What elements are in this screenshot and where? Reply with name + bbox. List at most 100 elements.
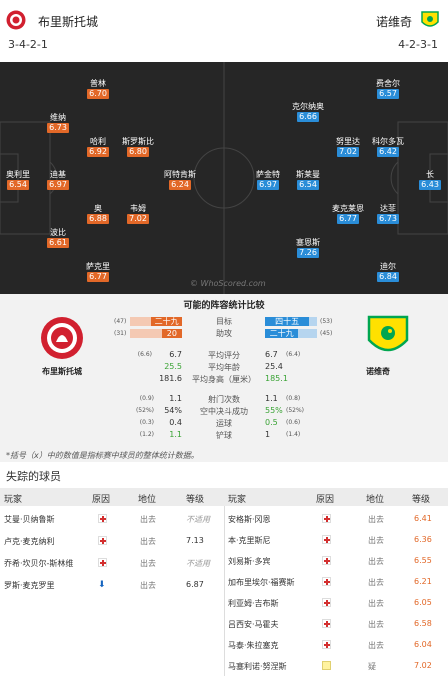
away-goals-bar: 四十五 <box>265 317 310 326</box>
away-player[interactable]: 费舍尔 6.57 <box>376 79 400 99</box>
home-team-name[interactable]: 布里斯托城 <box>38 15 99 29</box>
away-team-badge-icon <box>367 315 409 352</box>
status: 出去 <box>368 641 384 650</box>
player-name[interactable]: 加布里埃尔·福赛斯 <box>228 578 295 587</box>
stat-row: (0.9) 1.1 射门次数 1.1 (0.8) <box>139 394 301 404</box>
away-assists-bar: 二十九 <box>265 329 299 338</box>
player-name[interactable]: 卢克·麦克纳利 <box>4 537 55 546</box>
rating: 7.02 <box>414 661 432 670</box>
doubtful-icon <box>322 661 331 670</box>
injury-icon <box>322 619 331 628</box>
stat-row-goals: (47) 二十九 目标 四十五 (53) <box>114 317 333 326</box>
stat-row: (52%) 54% 空中决斗成功 55% (52%) <box>135 406 305 416</box>
player-name[interactable]: 罗斯·麦克罗里 <box>4 581 55 590</box>
away-team-name[interactable]: 诺维奇 <box>375 15 412 29</box>
away-player[interactable]: 达菲 6.73 <box>377 204 399 224</box>
pitch-lines <box>0 62 448 294</box>
lineup-pitch: 普林 6.70 维纳 6.73 哈利 6.92 斯罗斯比 6.80 奥利里 6.54 迪基… <box>0 62 448 294</box>
player-name[interactable]: 乔希·坎贝尔-斯林维 <box>4 559 74 568</box>
missing-player-row: 利亚姆·吉布斯 出去 6.05 <box>0 592 448 614</box>
injury-icon <box>98 536 107 545</box>
col-status[interactable]: 地位 <box>366 495 385 505</box>
missing-player-row: 安格斯·冈恩 出去 6.41 <box>0 508 448 530</box>
missing-player-row: 马泰·朱拉塞克 出去 6.04 <box>0 634 448 656</box>
stat-row-assists: (31) 20 助攻 二十九 (45) <box>114 329 333 338</box>
status: 出去 <box>140 537 156 546</box>
injury-icon <box>322 577 331 586</box>
away-player[interactable]: 努里达 7.02 <box>336 137 360 157</box>
player-name[interactable]: 吕西安·马霍夫 <box>228 620 279 629</box>
home-goals-bar: 二十九 <box>151 317 182 326</box>
status: 出去 <box>140 559 156 568</box>
rating: 不适用 <box>186 559 210 568</box>
away-team-label: 诺维奇 <box>366 367 390 376</box>
home-player[interactable]: 韦姆 7.02 <box>127 204 149 224</box>
stat-row: 181.6 平均身高（厘米） 185.1 <box>159 374 288 384</box>
player-name[interactable]: 马泰·朱拉塞克 <box>228 641 279 650</box>
arrow-down-icon: ⬇ <box>98 580 106 590</box>
status: 出去 <box>140 581 156 590</box>
col-player[interactable]: 玩家 <box>4 495 23 505</box>
rating: 6.55 <box>414 556 432 565</box>
away-player[interactable]: 长 6.43 <box>419 170 441 190</box>
home-player[interactable]: 奥利里 6.54 <box>6 170 30 190</box>
missing-player-row: 马塞利诺·努涅斯 疑 7.02 <box>0 655 448 677</box>
home-player[interactable]: 斯罗斯比 6.80 <box>122 137 154 157</box>
col-level[interactable]: 等级 <box>412 495 431 505</box>
home-formation: 3-4-2-1 <box>8 38 48 51</box>
player-name[interactable]: 利亚姆·吉布斯 <box>228 599 279 608</box>
home-player[interactable]: 普林 6.70 <box>87 79 109 99</box>
col-reason[interactable]: 原因 <box>316 495 335 505</box>
away-player[interactable]: 麦克莱恩 6.77 <box>332 204 364 224</box>
rating: 6.36 <box>414 535 432 544</box>
missing-player-row: 吕西安·马霍夫 出去 6.58 <box>0 613 448 635</box>
away-player[interactable]: 萨金特 6.97 <box>256 170 280 190</box>
rating: 6.05 <box>414 598 432 607</box>
missing-player-row: 加布里埃尔·福赛斯 出去 6.21 <box>0 571 448 593</box>
away-player[interactable]: 斯莱曼 6.54 <box>296 170 320 190</box>
home-team-label: 布里斯托城 <box>42 367 82 376</box>
player-name[interactable]: 艾曼·贝纳鲁斯 <box>4 515 55 524</box>
stat-row: (0.3) 0.4 运球 0.5 (0.6) <box>139 418 301 428</box>
home-team-badge-icon <box>41 317 83 359</box>
away-player[interactable]: 迪尔 6.84 <box>377 262 399 282</box>
home-player[interactable]: 波比 6.61 <box>47 228 69 248</box>
home-player[interactable]: 阿特肯斯 6.24 <box>164 170 196 190</box>
missing-player-row: 罗斯·麦克罗里 ⬇ 出去 6.87 <box>0 574 448 596</box>
col-reason[interactable]: 原因 <box>92 495 111 505</box>
injury-icon <box>98 558 107 567</box>
away-player[interactable]: 科尔多瓦 6.42 <box>372 137 404 157</box>
missing-player-row: 刘易斯·多宾 出去 6.55 <box>0 550 448 572</box>
home-player[interactable]: 维纳 6.73 <box>47 113 69 133</box>
injury-icon <box>322 598 331 607</box>
col-level[interactable]: 等级 <box>186 495 205 505</box>
status: 出去 <box>368 515 384 524</box>
player-name[interactable]: 刘易斯·多宾 <box>228 557 271 566</box>
status: 出去 <box>140 515 156 524</box>
home-team-crest-icon <box>6 10 26 30</box>
away-player[interactable]: 塞恩斯 7.26 <box>296 238 320 258</box>
home-player[interactable]: 哈利 6.92 <box>87 137 109 157</box>
rating: 6.87 <box>186 580 204 589</box>
divider <box>224 506 225 676</box>
rating: 7.13 <box>186 536 204 545</box>
col-status[interactable]: 地位 <box>138 495 157 505</box>
watermark: © WhoScored.com <box>190 279 266 288</box>
stat-row: (6.6) 6.7 平均评分 6.7 (6.4) <box>137 350 301 360</box>
home-player[interactable]: 萨克里 6.77 <box>86 262 110 282</box>
status: 出去 <box>368 557 384 566</box>
away-player[interactable]: 克尔纳奥 6.66 <box>292 102 324 122</box>
away-formation: 4-2-3-1 <box>398 38 438 51</box>
injury-icon <box>98 514 107 523</box>
player-name[interactable]: 安格斯·冈恩 <box>228 515 271 524</box>
home-assists-bar: 20 <box>161 329 182 338</box>
missing-player-row: 艾曼·贝纳鲁斯 出去 不适用 <box>0 508 448 530</box>
injury-icon <box>322 556 331 565</box>
stat-row: (1.2) 1.1 铲球 1 (1.4) <box>139 430 301 440</box>
player-name[interactable]: 马塞利诺·努涅斯 <box>228 662 287 671</box>
player-name[interactable]: 本·克里斯尼 <box>228 536 271 545</box>
injury-icon <box>322 640 331 649</box>
col-player[interactable]: 玩家 <box>228 495 247 505</box>
home-player[interactable]: 迪基 6.97 <box>47 170 69 190</box>
home-player[interactable]: 奥 6.88 <box>87 204 109 224</box>
